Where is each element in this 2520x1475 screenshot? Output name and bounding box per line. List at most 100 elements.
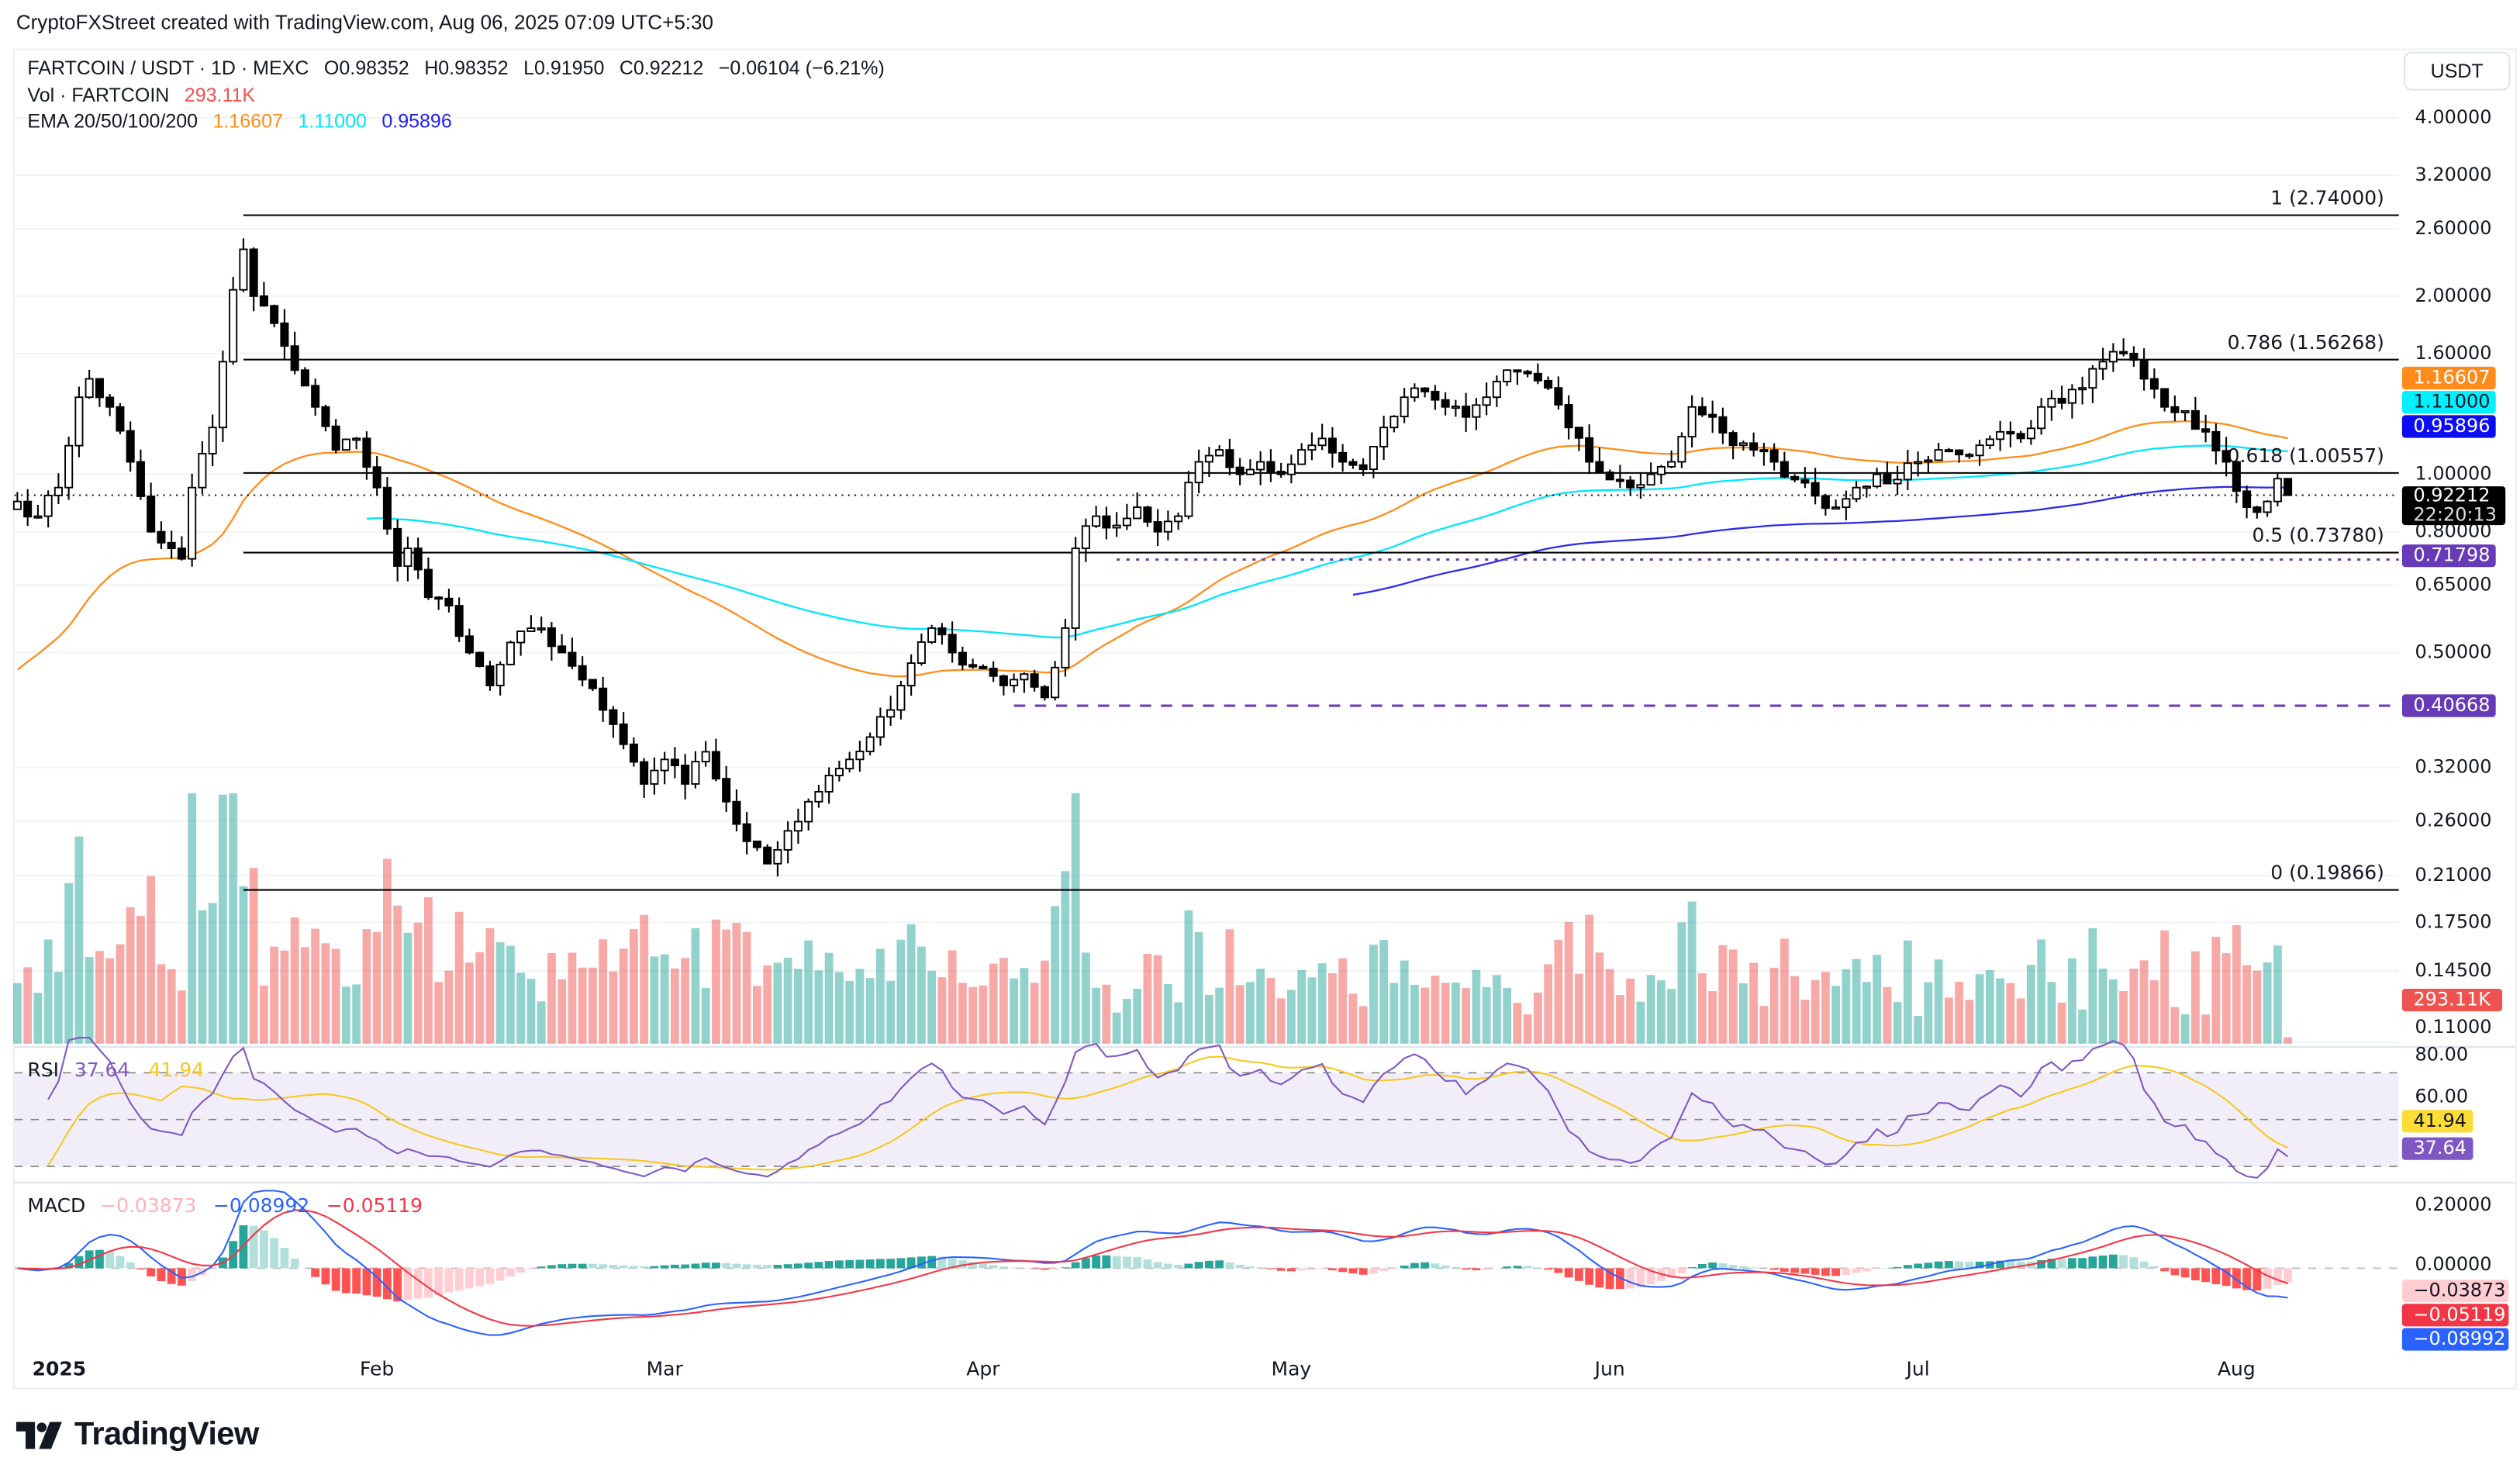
- candle: [732, 789, 741, 832]
- macd-hist-bar: [752, 1264, 761, 1269]
- volume-bar: [341, 986, 350, 1044]
- macd-signal-badge-bg: [2401, 1304, 2509, 1327]
- candle: [1492, 375, 1501, 407]
- candle-body-bull: [1451, 406, 1460, 409]
- macd-hist-bar: [773, 1265, 782, 1269]
- candle-body-bear: [1759, 449, 1769, 453]
- macd-hist-bar: [2252, 1268, 2262, 1291]
- candle-body-bull: [1133, 506, 1142, 520]
- candle: [1389, 415, 1399, 433]
- macd-hist-bar: [2242, 1268, 2252, 1290]
- candle-body-bull: [1410, 387, 1419, 399]
- candle: [495, 661, 505, 696]
- ema-value-1: 1.16607: [212, 109, 283, 133]
- candle-body-bear: [1554, 387, 1563, 406]
- macd-hist-bar: [937, 1256, 947, 1269]
- candle: [773, 841, 782, 877]
- price-axis-tick: 1.00000: [2415, 463, 2492, 485]
- volume-bar: [1451, 983, 1460, 1044]
- volume-bar: [1297, 969, 1307, 1044]
- volume-label[interactable]: Vol · FARTCOIN: [27, 84, 170, 107]
- volume-bar: [927, 970, 937, 1044]
- candle: [1133, 492, 1142, 520]
- macd-hist-bar: [1636, 1268, 1645, 1287]
- volume-bar: [413, 922, 423, 1044]
- macd-hist-bar: [1276, 1268, 1286, 1271]
- candle: [2232, 461, 2241, 503]
- macd-signal-value: −0.05119: [326, 1194, 423, 1217]
- candle: [167, 530, 176, 559]
- macd-hist-bar: [1040, 1268, 1049, 1270]
- candle: [999, 674, 1008, 696]
- macd-hist-bar: [1842, 1268, 1851, 1276]
- candle-body-bear: [331, 425, 340, 451]
- ema-label[interactable]: EMA 20/50/100/200: [27, 109, 198, 133]
- volume-bar: [855, 969, 865, 1044]
- macd-hist-bar: [906, 1257, 916, 1269]
- candle: [722, 765, 731, 813]
- volume-bar: [537, 1001, 546, 1044]
- candle-body-bull: [804, 800, 813, 823]
- volume-bar: [1472, 969, 1481, 1044]
- symbol-name[interactable]: FARTCOIN / USDT · 1D · MEXC: [27, 56, 309, 80]
- macd-hist-bar: [64, 1263, 74, 1269]
- macd-hist-bar: [2139, 1261, 2149, 1269]
- macd-hist-bar: [1811, 1268, 1820, 1275]
- tradingview-logo[interactable]: TradingView: [16, 1417, 259, 1454]
- candle: [1194, 449, 1203, 494]
- candle: [352, 437, 361, 450]
- candle-body-bear: [763, 846, 772, 865]
- candle-body-bull: [1975, 444, 1984, 457]
- macd-hist-bar: [619, 1265, 628, 1269]
- volume-bar: [896, 939, 906, 1044]
- candle: [1071, 537, 1080, 641]
- candle: [1482, 382, 1491, 416]
- volume-bar: [1955, 981, 1964, 1044]
- macd-hist-bar: [495, 1268, 505, 1281]
- candle-body-bear: [1811, 482, 1820, 497]
- candle-body-bull: [1051, 666, 1060, 699]
- volume-bar: [1317, 963, 1327, 1044]
- candle: [33, 504, 43, 519]
- candle: [896, 680, 906, 720]
- macd-hist-bar: [1626, 1268, 1635, 1289]
- currency-button[interactable]: USDT: [2403, 51, 2511, 91]
- volume-bar: [372, 931, 381, 1044]
- candle: [1780, 451, 1789, 478]
- candle: [1595, 447, 1604, 474]
- volume-bar: [1102, 984, 1111, 1044]
- candle: [413, 537, 423, 579]
- macd-hist-bar: [2160, 1268, 2170, 1272]
- candle-body-bull: [1297, 449, 1307, 465]
- candle: [1348, 458, 1358, 469]
- macd-axis-tick: 0.00000: [2415, 1253, 2492, 1275]
- volume-bar: [1564, 921, 1573, 1044]
- candle-body-bull: [886, 709, 896, 718]
- candle-body-bull: [1379, 427, 1389, 447]
- candle: [1245, 459, 1255, 475]
- candle: [1554, 376, 1563, 410]
- candle: [793, 808, 803, 844]
- volume-bar: [1852, 959, 1861, 1044]
- candle: [1687, 395, 1697, 447]
- macd-hist-bar: [814, 1262, 823, 1269]
- candle-body-bull: [814, 791, 823, 803]
- candle-body-bull: [495, 663, 505, 686]
- candle: [1636, 472, 1645, 499]
- candle-body-bull: [1163, 520, 1172, 533]
- candle: [1800, 467, 1810, 489]
- candle: [1831, 499, 1841, 510]
- candle: [1061, 619, 1070, 677]
- macd-hist-bar: [588, 1263, 597, 1269]
- macd-line: [17, 1190, 2288, 1336]
- macd-hist-bar: [1862, 1268, 1871, 1272]
- volume-bar: [711, 919, 720, 1044]
- macd-hist-bar: [865, 1259, 875, 1269]
- macd-hist-bar: [1831, 1268, 1841, 1276]
- rsi-axis-tick: 80.00: [2415, 1043, 2469, 1065]
- candle-body-bull: [403, 548, 413, 567]
- volume-bar: [300, 947, 309, 1044]
- candle: [2252, 506, 2262, 519]
- volume-series: [12, 793, 2293, 1044]
